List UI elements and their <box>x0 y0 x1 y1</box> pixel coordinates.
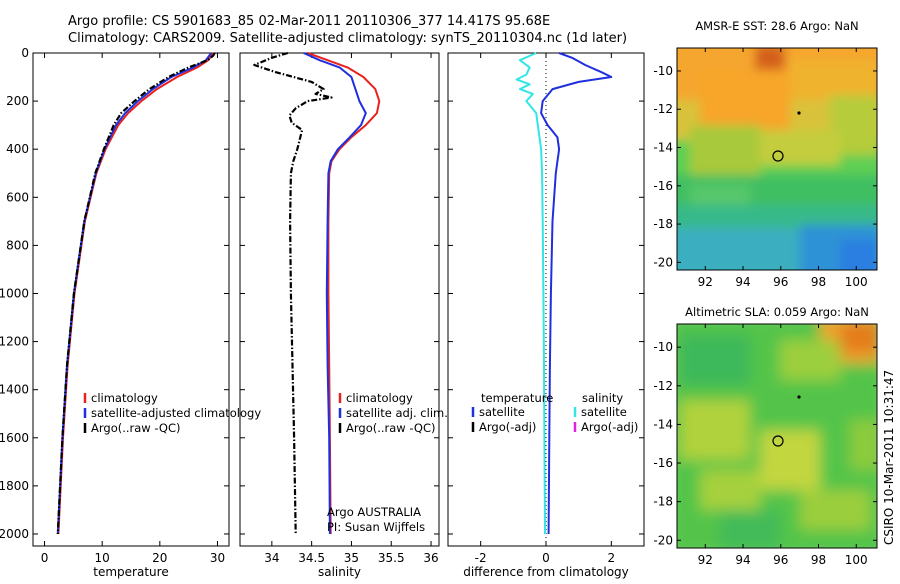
sal-frame <box>239 52 440 547</box>
temp-legend-label: climatology <box>91 391 158 405</box>
sst-ytick-label: -20 <box>653 255 673 269</box>
depth-tick-label: 1400 <box>0 383 29 397</box>
sal-series-climatology <box>307 52 381 535</box>
temp-xtick-label: 0 <box>41 551 49 565</box>
temp-legend-label: Argo(..raw -QC) <box>91 421 181 435</box>
sla-map-axes: 92 94 96 98 100 -10 -12 -14 -16 -18 -20 <box>653 324 877 567</box>
sla-map-title: Altimetric SLA: 0.059 Argo: NaN <box>685 305 869 319</box>
sst-ytick-label: -16 <box>653 179 673 193</box>
sal-series-argo-raw-qc- <box>253 51 333 535</box>
temperature-panel: 0 10 20 30 temperature 0 200 400 600 800 1000 1200 1… <box>0 46 261 579</box>
sst-xtick-label: 100 <box>845 275 868 289</box>
depth-tick-label: 0 <box>21 46 29 60</box>
sst-xtick-label: 98 <box>811 275 826 289</box>
diff-sal-legend-label: Argo(-adj) <box>581 420 638 434</box>
temp-series-argo-raw-qc- <box>56 52 216 535</box>
sla-xtick-label: 98 <box>811 553 826 567</box>
diff-xtick-label: 2 <box>608 551 616 565</box>
sal-xtick-label: 35.5 <box>378 551 405 565</box>
temp-xtick-label: 10 <box>95 551 110 565</box>
sal-annotation-float: Argo AUSTRALIA <box>327 505 421 519</box>
sla-ytick-label: -12 <box>653 379 673 393</box>
diff-series-temperature-satellite <box>540 52 613 535</box>
sst-map-title: AMSR-E SST: 28.6 Argo: NaN <box>695 19 858 33</box>
sla-ytick-label: -18 <box>653 495 673 509</box>
depth-tick-label: 800 <box>6 238 29 252</box>
sal-series-satellite-adj-clim- <box>303 52 367 535</box>
temp-xtick-label: 20 <box>152 551 167 565</box>
depth-tick-label: 1600 <box>0 431 29 445</box>
sla-xtick-label: 96 <box>773 553 788 567</box>
diff-temp-legend-label: satellite <box>479 405 525 419</box>
sla-float-dot <box>797 395 801 399</box>
depth-tick-label: 2000 <box>0 527 29 541</box>
sal-annotation-pi: PI: Susan Wijffels <box>327 520 425 534</box>
sst-profile-marker <box>772 150 784 162</box>
depth-tick-label: 400 <box>6 142 29 156</box>
sal-legend-label: satellite adj. clim. <box>346 406 448 420</box>
sst-float-dot <box>797 111 801 115</box>
credit-text: CSIRO 10-Mar-2011 10:31:47 <box>882 370 896 545</box>
sla-ytick-label: -14 <box>653 417 673 431</box>
sal-xlabel: salinity <box>318 565 361 579</box>
sal-legend-label: Argo(..raw -QC) <box>346 421 436 435</box>
diff-xtick-label: -2 <box>475 551 487 565</box>
sla-ytick-label: -10 <box>653 340 673 354</box>
sla-map-frame <box>676 323 878 549</box>
diff-frame <box>447 52 645 547</box>
sst-xtick-label: 96 <box>773 275 788 289</box>
sla-xtick-label: 94 <box>735 553 750 567</box>
sla-map-panel: Altimetric SLA: 0.059 Argo: NaN 92 94 96 98… <box>653 305 878 567</box>
sst-heatmap-field <box>677 48 877 270</box>
sal-xtick-label: 35 <box>344 551 359 565</box>
sst-ytick-label: -14 <box>653 141 673 155</box>
sal-legend-label: climatology <box>346 391 413 405</box>
diff-series-salinity-satellite <box>515 52 546 535</box>
sal-xtick-label: 34.5 <box>298 551 325 565</box>
sst-map-axes: 92 94 96 98 100 -10 -12 -14 -16 -18 -20 <box>653 48 877 289</box>
temp-series-satellite-adjusted-climatology <box>56 52 212 535</box>
diff-temp-legend-label: Argo(-adj) <box>479 420 536 434</box>
temp-series-climatology <box>57 52 215 535</box>
diff-legend-temperature-title: temperature <box>481 391 553 405</box>
sla-xtick-label: 100 <box>845 553 868 567</box>
sst-ytick-label: -12 <box>653 102 673 116</box>
diff-sal-legend-label: satellite <box>581 405 627 419</box>
sst-map-frame <box>676 47 878 271</box>
temp-legend-label: satellite-adjusted climatology <box>91 406 261 420</box>
sst-ytick-label: -18 <box>653 217 673 231</box>
diff-legend-salinity-title: salinity <box>582 391 623 405</box>
salinity-panel: 34 34.5 35 35.5 36 salinity climatologysatelli… <box>239 51 448 579</box>
temp-xlabel: temperature <box>93 565 168 579</box>
depth-tick-label: 600 <box>6 190 29 204</box>
temp-frame <box>32 52 230 547</box>
sla-ytick-label: -16 <box>653 456 673 470</box>
sla-xtick-label: 92 <box>698 553 713 567</box>
temp-xtick-label: 30 <box>210 551 225 565</box>
sst-ytick-label: -10 <box>653 64 673 78</box>
sla-ytick-label: -20 <box>653 533 673 547</box>
diff-xtick-label: 0 <box>542 551 550 565</box>
depth-tick-label: 1000 <box>0 286 29 300</box>
sst-xtick-label: 92 <box>698 275 713 289</box>
figure-title-line1: Argo profile: CS 5901683_85 02-Mar-2011 … <box>68 14 550 29</box>
sla-profile-marker <box>772 435 784 447</box>
sst-map-panel: AMSR-E SST: 28.6 Argo: NaN 92 94 9 <box>653 19 878 289</box>
depth-tick-label: 200 <box>6 94 29 108</box>
depth-tick-label: 1800 <box>0 479 29 493</box>
sal-xtick-label: 34 <box>264 551 279 565</box>
sst-xtick-label: 94 <box>735 275 750 289</box>
figure-title-line2: Climatology: CARS2009. Satellite-adjuste… <box>68 31 627 46</box>
diff-xlabel: difference from climatology <box>463 565 629 579</box>
sal-xtick-label: 36 <box>423 551 438 565</box>
depth-tick-label: 1200 <box>0 335 29 349</box>
